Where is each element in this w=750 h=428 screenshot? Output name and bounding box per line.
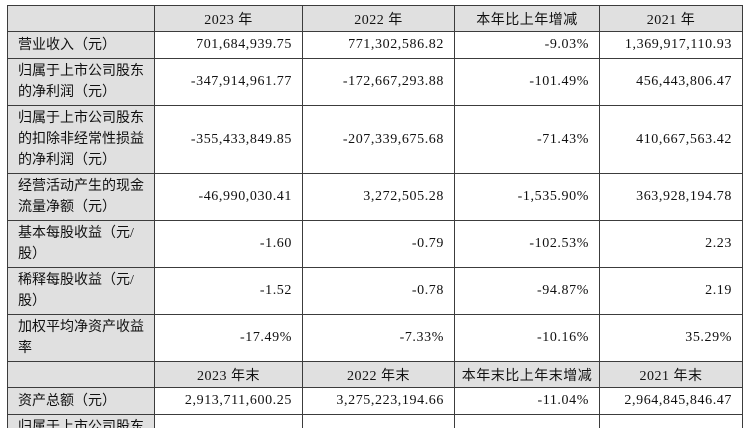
row-label: 经营活动产生的现金流量净额（元） [7, 173, 155, 221]
column-header-2022-yearend: 2022 年末 [302, 361, 455, 388]
value-2023: -17.49% [154, 314, 303, 362]
row-label: 归属于上市公司股东的净资产（元） [7, 414, 155, 428]
header-row-annual: 2023 年 2022 年 本年比上年增减 2021 年 [7, 5, 743, 32]
table-row-operating-cash-flow: 经营活动产生的现金流量净额（元） -46,990,030.41 3,272,50… [7, 173, 743, 221]
row-label: 资产总额（元） [7, 387, 155, 415]
value-2022: 3,275,223,194.66 [302, 387, 455, 415]
value-2021: 2.23 [599, 220, 743, 268]
value-change: -16.25% [454, 414, 600, 428]
key-financial-data-table: 2023 年 2022 年 本年比上年增减 2021 年 营业收入（元） 701… [7, 5, 743, 428]
table-row-basic-eps: 基本每股收益（元/股） -1.60 -0.79 -102.53% 2.23 [7, 220, 743, 268]
value-change: -11.04% [454, 387, 600, 415]
value-2021: 410,667,563.42 [599, 105, 743, 174]
row-label: 稀释每股收益（元/股） [7, 267, 155, 315]
column-header-2021: 2021 年 [599, 5, 743, 32]
table-row-total-assets: 资产总额（元） 2,913,711,600.25 3,275,223,194.6… [7, 387, 743, 415]
value-2022: -172,667,293.88 [302, 58, 455, 106]
value-2022: 771,302,586.82 [302, 31, 455, 59]
table-row-net-profit-excl-nonrecurring: 归属于上市公司股东的扣除非经常性损益的净利润（元） -355,433,849.8… [7, 105, 743, 174]
table-row-net-profit: 归属于上市公司股东的净利润（元） -347,914,961.77 -172,66… [7, 58, 743, 106]
column-header-change: 本年比上年增减 [454, 5, 600, 32]
value-change: -71.43% [454, 105, 600, 174]
value-2021: 35.29% [599, 314, 743, 362]
value-change: -94.87% [454, 267, 600, 315]
row-label: 基本每股收益（元/股） [7, 220, 155, 268]
column-header-2021-yearend: 2021 年末 [599, 361, 743, 388]
table-row-weighted-avg-roe: 加权平均净资产收益率 -17.49% -7.33% -10.16% 35.29% [7, 314, 743, 362]
header-row-yearend: 2023 年末 2022 年末 本年末比上年末增减 2021 年末 [7, 361, 743, 388]
value-change: -10.16% [454, 314, 600, 362]
value-2023: -1.52 [154, 267, 303, 315]
value-change: -102.53% [454, 220, 600, 268]
value-2021: 1,369,917,110.93 [599, 31, 743, 59]
column-header-2023-yearend: 2023 年末 [154, 361, 303, 388]
corner-cell [7, 5, 155, 32]
value-2022: -207,339,675.68 [302, 105, 455, 174]
table-row-revenue: 营业收入（元） 701,684,939.75 771,302,586.82 -9… [7, 31, 743, 59]
value-2023: 2,913,711,600.25 [154, 387, 303, 415]
value-2021: 2,385,004,683.46 [599, 414, 743, 428]
column-header-2023: 2023 年 [154, 5, 303, 32]
value-2023: 1,828,858,879.46 [154, 414, 303, 428]
value-2021: 2,964,845,846.47 [599, 387, 743, 415]
value-2022: 2,183,774,707.35 [302, 414, 455, 428]
value-2023: 701,684,939.75 [154, 31, 303, 59]
corner-cell [7, 361, 155, 388]
table-row-net-assets: 归属于上市公司股东的净资产（元） 1,828,858,879.46 2,183,… [7, 414, 743, 428]
value-2023: -46,990,030.41 [154, 173, 303, 221]
row-label: 归属于上市公司股东的扣除非经常性损益的净利润（元） [7, 105, 155, 174]
row-label: 归属于上市公司股东的净利润（元） [7, 58, 155, 106]
row-label: 营业收入（元） [7, 31, 155, 59]
value-2022: 3,272,505.28 [302, 173, 455, 221]
value-2023: -355,433,849.85 [154, 105, 303, 174]
column-header-yearend-change: 本年末比上年末增减 [454, 361, 600, 388]
value-2022: -0.78 [302, 267, 455, 315]
value-2021: 363,928,194.78 [599, 173, 743, 221]
value-2022: -7.33% [302, 314, 455, 362]
column-header-2022: 2022 年 [302, 5, 455, 32]
value-2023: -347,914,961.77 [154, 58, 303, 106]
value-2021: 2.19 [599, 267, 743, 315]
value-2022: -0.79 [302, 220, 455, 268]
value-2021: 456,443,806.47 [599, 58, 743, 106]
value-change: -1,535.90% [454, 173, 600, 221]
value-change: -101.49% [454, 58, 600, 106]
row-label: 加权平均净资产收益率 [7, 314, 155, 362]
value-2023: -1.60 [154, 220, 303, 268]
value-change: -9.03% [454, 31, 600, 59]
table-row-diluted-eps: 稀释每股收益（元/股） -1.52 -0.78 -94.87% 2.19 [7, 267, 743, 315]
